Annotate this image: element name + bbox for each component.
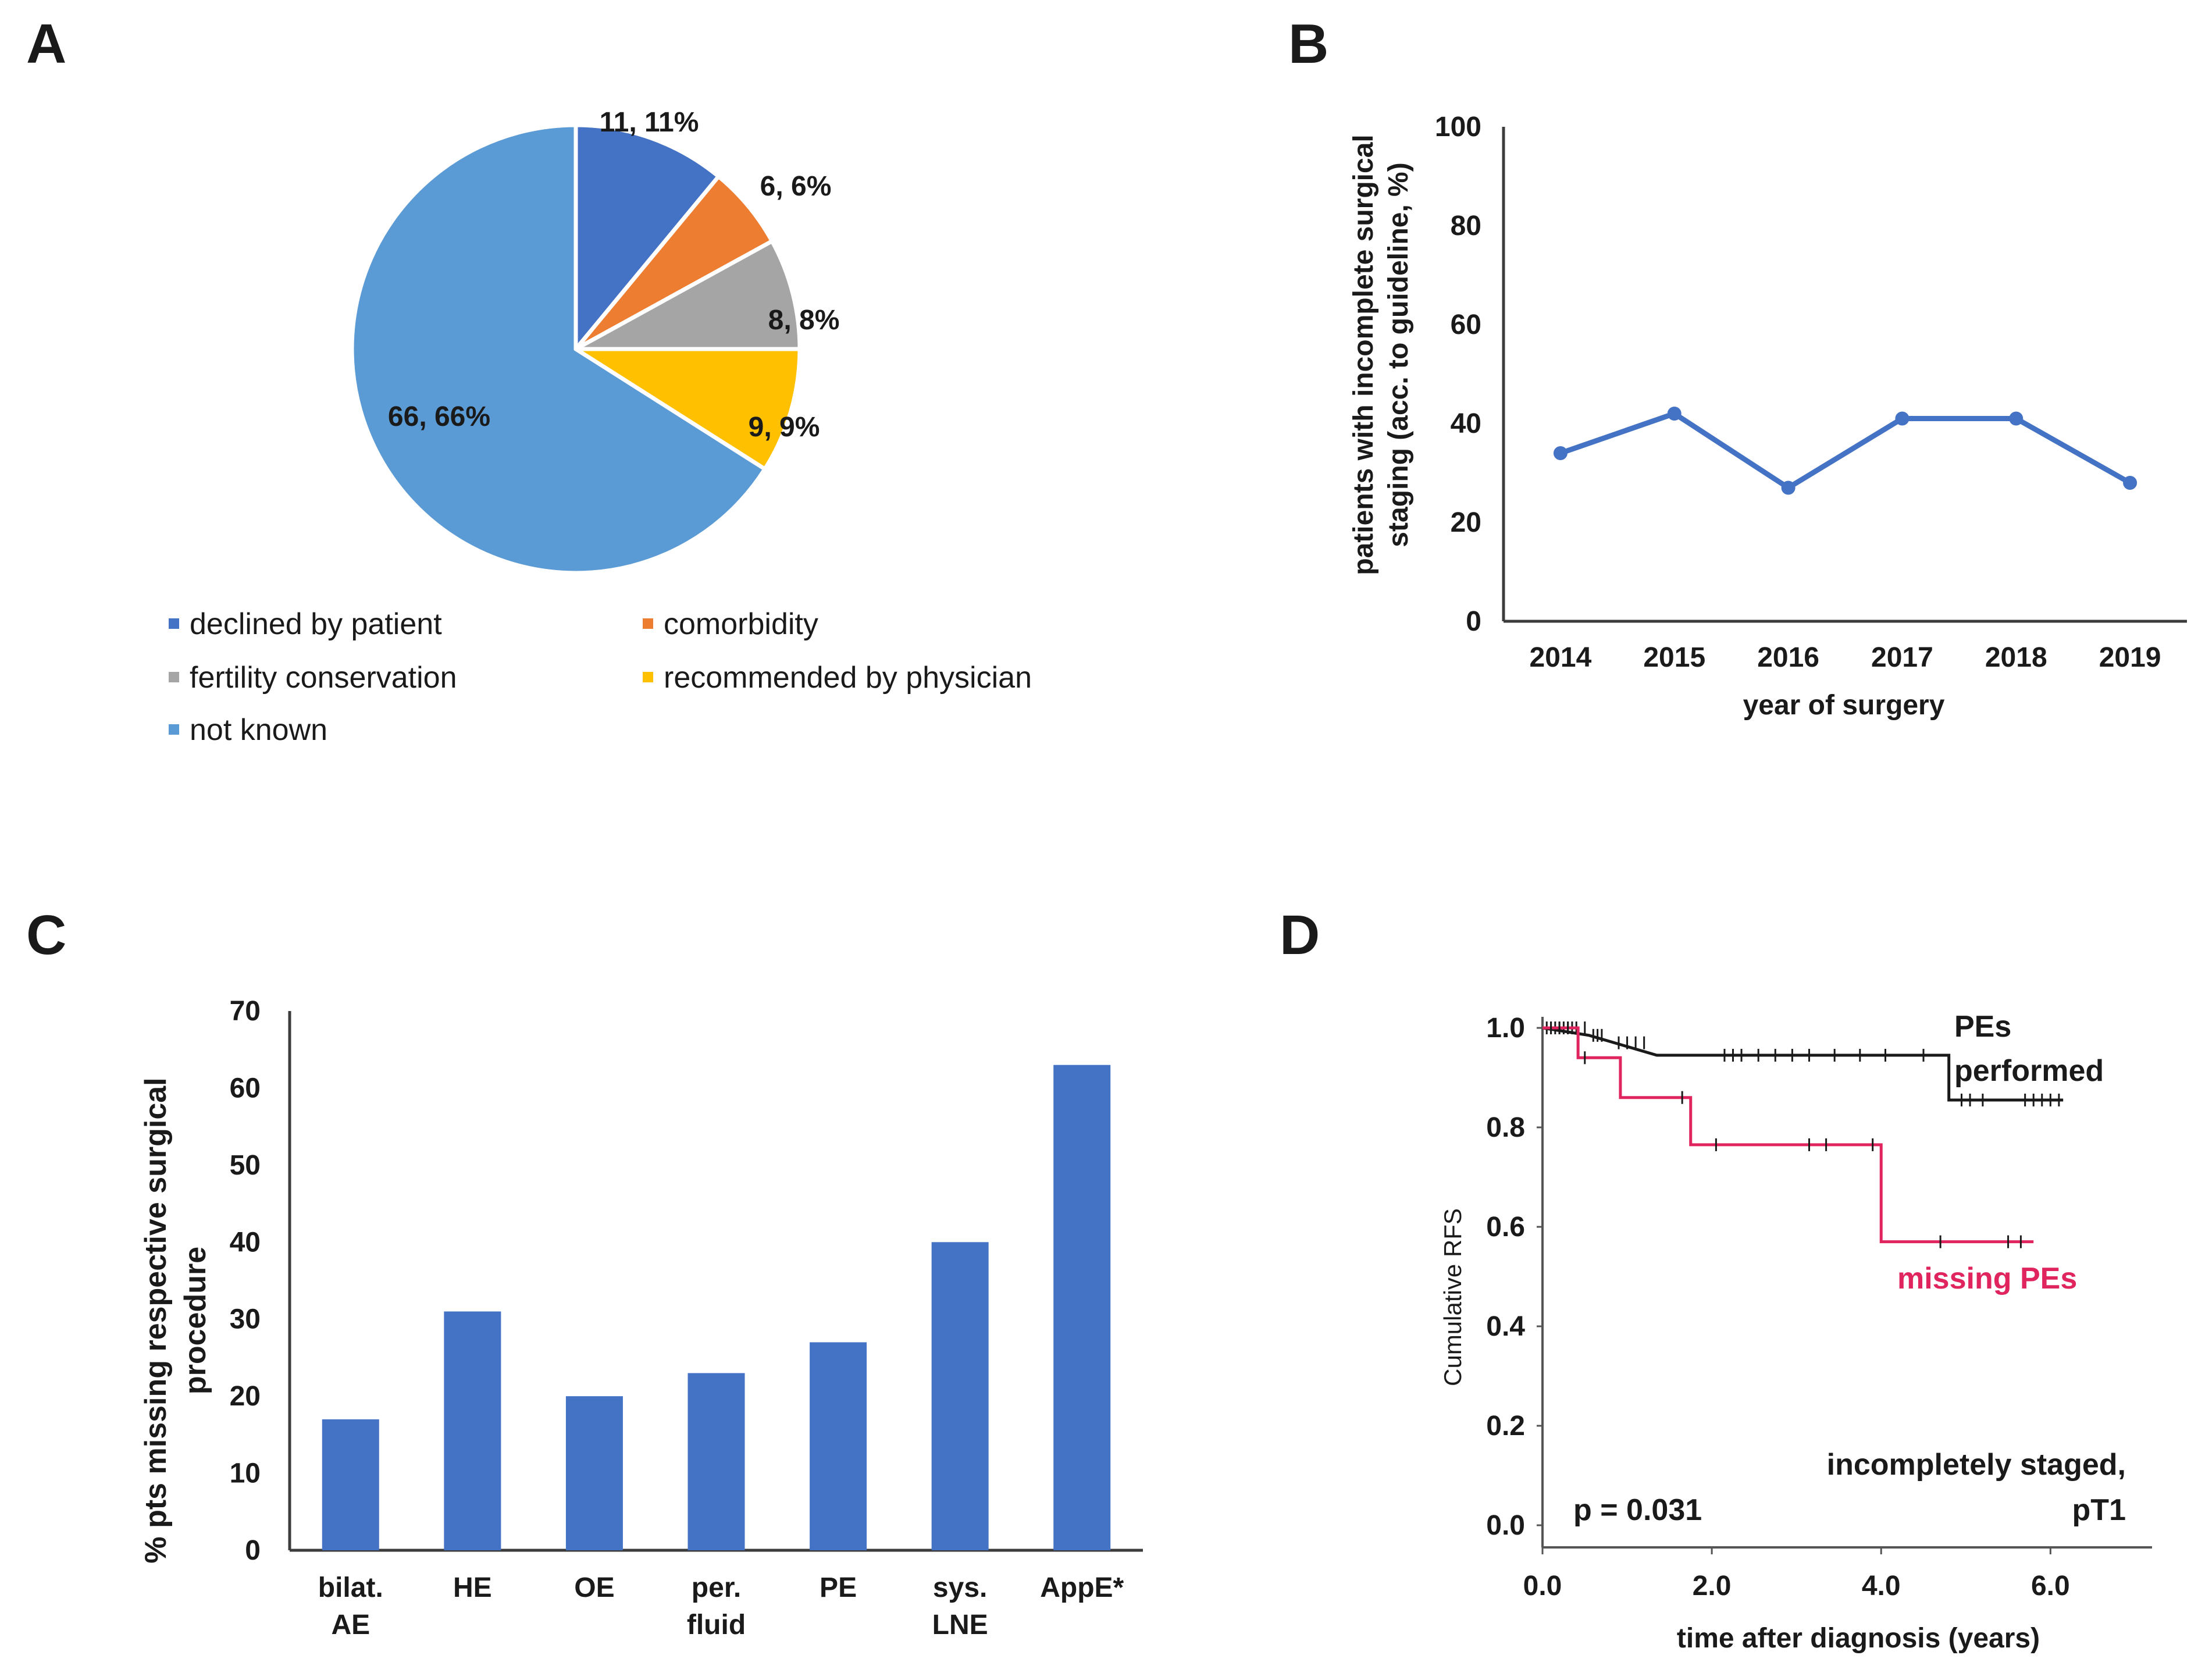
legend-label-comorbidity: comorbidity — [664, 607, 818, 641]
legend-swatch-comorbidity — [643, 618, 653, 629]
d-label-pes-performed-line-2: performed — [1954, 1054, 2104, 1088]
c-x-tick-bilat-AE-1: AE — [331, 1610, 370, 1640]
pie-label-not-known: 66, 66% — [388, 401, 490, 432]
b-x-tick-2017: 2017 — [1871, 642, 1933, 673]
b-point-2016 — [1781, 480, 1796, 495]
d-label-missing-pes: missing PEs — [1897, 1262, 2077, 1295]
legend-label-recommended-by-physician: recommended by physician — [664, 661, 1032, 695]
line-chart-staging: 0 20 40 60 80 100 2014 2015 2016 2017 2018 2019 yea… — [1348, 112, 2187, 721]
b-y-tick-0: 0 — [1466, 606, 1481, 637]
d-x-tick-2.0: 2.0 — [1693, 1571, 1732, 1601]
c-bar-bilat-AE — [322, 1419, 379, 1550]
b-x-tick-2016: 2016 — [1757, 642, 1819, 673]
pie-label-fertility-conservation: 8, 8% — [768, 305, 840, 336]
d-label-pes-performed-line-1: PEs — [1954, 1010, 2011, 1044]
d-y-tick-0.4: 0.4 — [1486, 1311, 1525, 1342]
legend-swatch-declined-by-patient — [169, 618, 179, 629]
pie-chart: 11, 11% 6, 6% 8, 8% 9, 9% 66, 66% declined b… — [169, 107, 1032, 747]
pie-slice-recommended-by-physician — [568, 347, 802, 472]
c-x-tick-PE-0: PE — [820, 1572, 857, 1603]
bar-chart-missing-procedures: 0 10 20 30 40 50 60 70 bilat. AE HE OE per. fluid PE sy… — [139, 996, 1143, 1640]
b-x-tick-2015: 2015 — [1643, 642, 1705, 673]
c-y-tick-40: 40 — [230, 1227, 261, 1258]
b-x-axis-label: year of surgery — [1743, 690, 1945, 721]
c-bar-OE — [565, 1396, 623, 1550]
c-x-tick-per-fluid-1: fluid — [687, 1610, 746, 1640]
c-x-tick-HE-0: HE — [453, 1572, 492, 1603]
b-x-tick-2014: 2014 — [1530, 642, 1592, 673]
b-x-tick-2018: 2018 — [1985, 642, 2047, 673]
b-point-2018 — [2009, 411, 2024, 426]
pie-slice-declined-by-patient — [573, 123, 722, 355]
d-y-axis-label: Cumulative RFS — [1439, 1208, 1466, 1386]
c-x-tick-sys-LNE-1: LNE — [932, 1610, 988, 1640]
b-y-tick-80: 80 — [1451, 211, 1481, 241]
c-x-tick-AppE-0: AppE* — [1040, 1572, 1124, 1603]
b-y-tick-60: 60 — [1451, 309, 1481, 340]
c-x-tick-OE-0: OE — [574, 1572, 614, 1603]
b-y-axis-label-line-2: staging (acc. to guideline, %) — [1383, 162, 1414, 547]
c-bar-per-fluid — [687, 1373, 745, 1550]
c-y-tick-20: 20 — [230, 1381, 261, 1412]
b-y-tick-100: 100 — [1435, 112, 1481, 143]
legend-label-not-known: not known — [190, 713, 327, 747]
legend-swatch-fertility-conservation — [169, 672, 179, 682]
panel-letter-d: D — [1280, 904, 1320, 966]
d-group-label-line-2: pT1 — [2072, 1493, 2126, 1527]
b-y-axis-label-line-1: patients with incomplete surgical — [1348, 134, 1379, 575]
b-y-tick-20: 20 — [1451, 507, 1481, 538]
c-y-tick-0: 0 — [245, 1535, 261, 1566]
b-point-2015 — [1667, 407, 1682, 421]
c-y-axis-label-line-1: % pts missing respective surgical — [139, 1077, 173, 1563]
b-point-2014 — [1553, 446, 1568, 460]
legend-label-declined-by-patient: declined by patient — [190, 607, 442, 641]
d-y-tick-0.8: 0.8 — [1486, 1112, 1525, 1143]
b-point-2017 — [1895, 411, 1910, 426]
legend-swatch-not-known — [169, 724, 179, 735]
c-y-tick-30: 30 — [230, 1304, 261, 1335]
legend-label-fertility-conservation: fertility conservation — [190, 661, 457, 695]
d-p-value: p = 0.031 — [1573, 1493, 1702, 1527]
pie-slice-not-known — [350, 123, 768, 575]
kaplan-meier-chart: 0.0 0.2 0.4 0.6 0.8 1.0 0.0 2.0 4.0 6.0 time afte… — [1439, 1010, 2152, 1654]
d-x-tick-6.0: 6.0 — [2031, 1571, 2070, 1601]
c-y-tick-60: 60 — [230, 1073, 261, 1104]
c-x-tick-bilat-AE-0: bilat. — [318, 1572, 383, 1603]
pie-slice-fertility-conservation — [575, 238, 802, 351]
d-y-tick-0.0: 0.0 — [1486, 1510, 1525, 1541]
c-bar-sys-LNE — [931, 1242, 989, 1550]
pie-label-declined-by-patient: 11, 11% — [600, 107, 699, 138]
c-bar-AppE — [1053, 1065, 1111, 1550]
c-bar-HE — [444, 1311, 501, 1550]
b-series-line — [1559, 411, 2132, 490]
legend-swatch-recommended-by-physician — [643, 672, 653, 682]
pie-label-comorbidity: 6, 6% — [760, 171, 832, 202]
panel-letter-a: A — [26, 13, 66, 75]
c-y-tick-10: 10 — [230, 1458, 261, 1489]
b-y-tick-40: 40 — [1451, 408, 1481, 439]
pie-label-recommended-by-physician: 9, 9% — [749, 412, 820, 443]
c-bar-PE — [810, 1342, 867, 1550]
d-x-tick-4.0: 4.0 — [1862, 1571, 1901, 1601]
c-x-tick-per-fluid-0: per. — [692, 1572, 741, 1603]
c-y-tick-70: 70 — [230, 996, 261, 1027]
b-point-2019 — [2123, 476, 2138, 490]
d-y-tick-1.0: 1.0 — [1486, 1013, 1525, 1044]
c-y-axis-label-line-2: procedure — [179, 1247, 212, 1394]
c-y-tick-50: 50 — [230, 1150, 261, 1181]
d-y-tick-0.6: 0.6 — [1486, 1212, 1525, 1243]
d-curve-missing-PEs — [1542, 1026, 2034, 1244]
d-x-tick-0.0: 0.0 — [1523, 1571, 1562, 1601]
d-x-axis-label: time after diagnosis (years) — [1677, 1623, 2040, 1654]
d-curve-PEs-performed — [1542, 1026, 2064, 1102]
b-x-tick-2019: 2019 — [2099, 642, 2161, 673]
d-group-label-line-1: incompletely staged, — [1827, 1448, 2126, 1482]
panel-letter-c: C — [26, 904, 66, 966]
panel-letter-b: B — [1288, 13, 1328, 75]
c-x-tick-sys-LNE-0: sys. — [933, 1572, 987, 1603]
d-y-tick-0.2: 0.2 — [1486, 1411, 1525, 1441]
